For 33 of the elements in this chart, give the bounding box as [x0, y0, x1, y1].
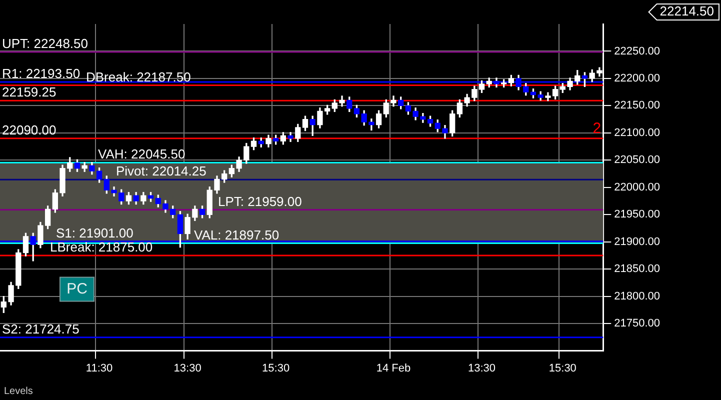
- ref-line-label: Pivot: 22014.25: [116, 164, 206, 179]
- ref-line-label: R1: 22193.50: [2, 66, 80, 82]
- x-tick-label: 14 Feb: [376, 362, 411, 374]
- ref-line-label: S1: 21901.00: [56, 225, 134, 240]
- y-tick-label: 21750.00: [614, 318, 660, 330]
- x-tick-label: 13:30: [468, 362, 496, 374]
- annotation: PC: [66, 280, 88, 298]
- ref-line-label: S2: 21724.75: [2, 321, 80, 336]
- y-tick-label: 22150.00: [614, 100, 660, 112]
- ref-line-label: LPT: 21959.00: [218, 194, 302, 209]
- ref-line-label: DBreak: 22187.50: [86, 69, 191, 84]
- ref-line-label: VAH: 22045.50: [98, 146, 186, 162]
- y-tick-label: 21950.00: [614, 208, 660, 221]
- annotation: 2: [592, 120, 602, 138]
- y-tick-label: 21850.00: [614, 263, 660, 276]
- ref-line-label: VAL: 21897.50: [194, 227, 280, 242]
- x-tick-label: 11:30: [86, 362, 113, 374]
- x-tick-label: 13:30: [174, 362, 202, 374]
- x-tick-label: 15:30: [548, 362, 576, 374]
- y-tick-label: 22050.00: [614, 154, 660, 166]
- ref-line-label: UPT: 22248.50: [2, 36, 88, 52]
- text: 22214.50: [660, 4, 714, 19]
- y-tick-label: 21800.00: [614, 290, 660, 302]
- y-tick-label: 21900.00: [614, 236, 660, 248]
- ref-line-label: 22090.00: [2, 122, 56, 138]
- y-tick-label: 22000.00: [614, 181, 660, 194]
- ref-line-label: 22159.25: [2, 84, 56, 100]
- text: Levels: [4, 386, 33, 397]
- ref-line-label: LBreak: 21875.00: [50, 240, 153, 255]
- y-tick-label: 22200.00: [614, 72, 660, 84]
- y-tick-label: 22250.00: [614, 45, 660, 58]
- x-tick-label: 15:30: [262, 362, 290, 374]
- y-tick-label: 22100.00: [614, 126, 660, 139]
